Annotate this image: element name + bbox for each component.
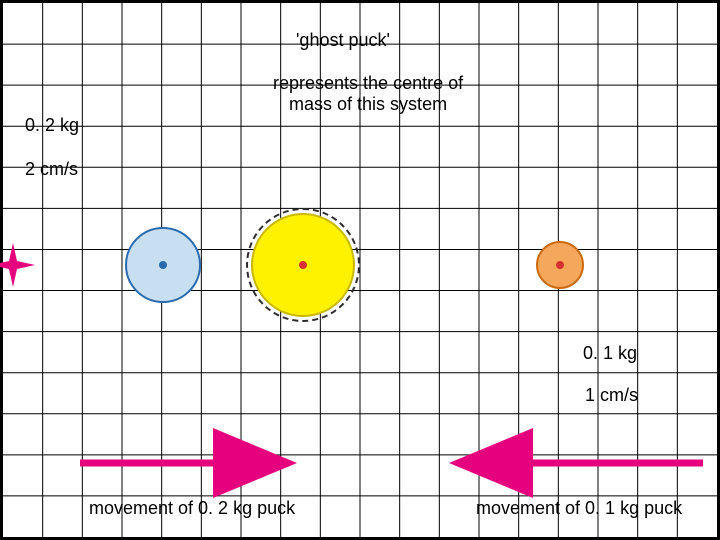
mass-left-label: 0. 2 kg	[25, 115, 79, 136]
ghost-title-label: 'ghost puck'	[296, 30, 390, 51]
diagram-canvas: 'ghost puck' represents the centre of ma…	[0, 0, 720, 540]
velocity-left-label: 2 cm/s	[25, 159, 78, 180]
movement-right-label: movement of 0. 1 kg puck	[476, 498, 682, 519]
ghost-desc-line2: mass of this system	[289, 94, 447, 114]
ghost-desc-line1: represents the centre of	[273, 73, 463, 93]
velocity-right-label: 1 cm/s	[585, 385, 638, 406]
ghost-desc-label: represents the centre of mass of this sy…	[273, 73, 463, 115]
mass-right-label: 0. 1 kg	[583, 343, 637, 364]
movement-left-label: movement of 0. 2 kg puck	[89, 498, 295, 519]
